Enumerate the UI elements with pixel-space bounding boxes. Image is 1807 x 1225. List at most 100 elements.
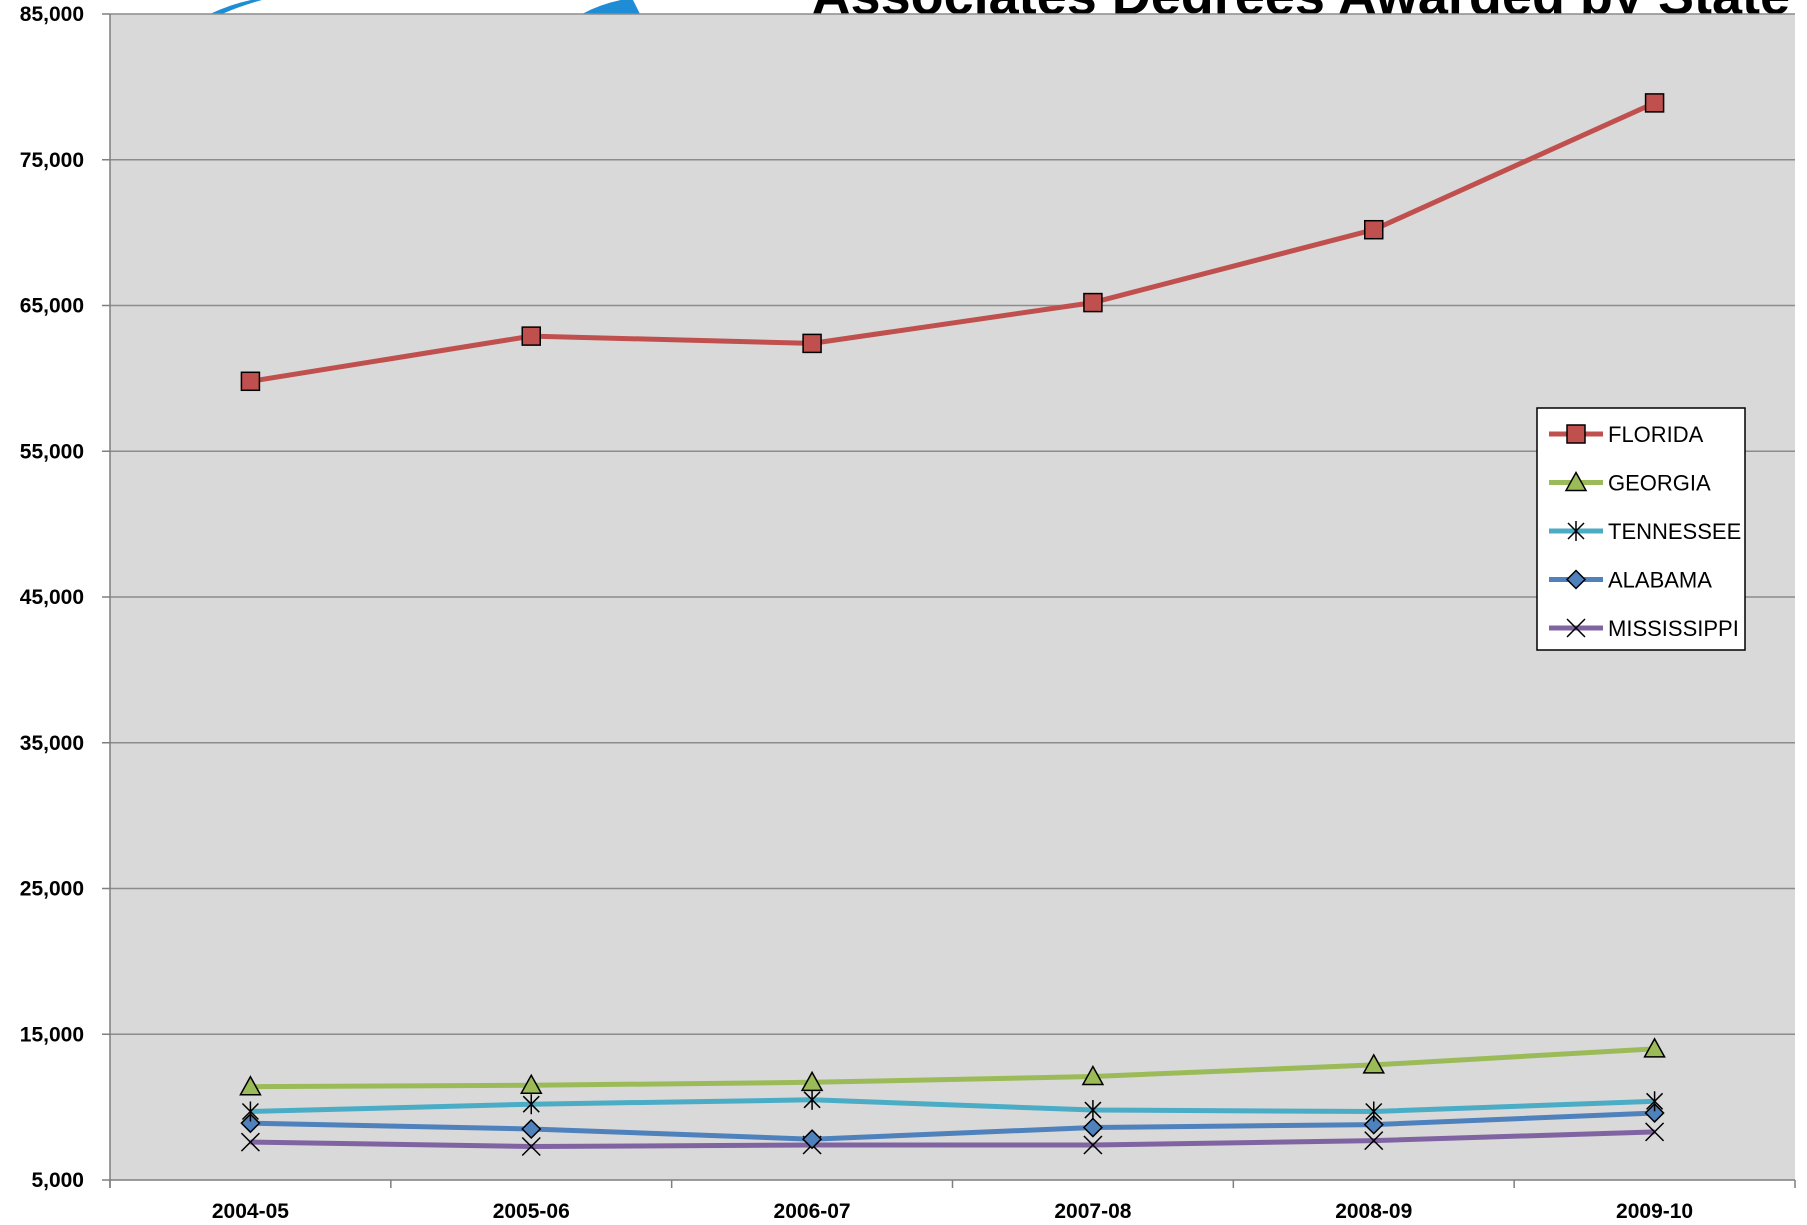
chart-title-group: Associates Degrees Awarded by State xyxy=(210,0,1790,26)
point-alabama-2007-08-shape xyxy=(1082,1117,1103,1138)
point-georgia-2008-09-shape xyxy=(1362,1053,1386,1074)
chart-title: Associates Degrees Awarded by State xyxy=(812,0,1790,26)
y-tick-label-15000: 15,000 xyxy=(20,1023,84,1046)
point-mississippi-2008-09 xyxy=(1364,1131,1384,1151)
point-mississippi-2005-06-stroke-b xyxy=(521,1136,541,1157)
point-georgia-2009-10-shape xyxy=(1643,1037,1666,1058)
y-tick-label-85000: 85,000 xyxy=(20,3,84,26)
point-mississippi-2007-08-stroke-b xyxy=(1083,1135,1103,1155)
legend-item-georgia: GEORGIA xyxy=(1549,471,1711,496)
legend-marker-mississippi xyxy=(1566,618,1586,638)
point-tennessee-2009-10 xyxy=(1646,1091,1664,1112)
point-georgia-2008-09 xyxy=(1362,1053,1386,1074)
y-tick-label-55000: 55,000 xyxy=(20,440,84,463)
y-tick-label-35000: 35,000 xyxy=(20,732,84,755)
series-markers xyxy=(239,93,1666,1157)
point-alabama-2005-06 xyxy=(521,1118,542,1140)
point-georgia-2005-06-shape xyxy=(519,1073,543,1095)
point-georgia-2006-07 xyxy=(800,1070,824,1092)
y-tick-label-65000: 65,000 xyxy=(20,295,84,318)
y-tick-label-75000: 75,000 xyxy=(20,149,84,172)
point-georgia-2005-06 xyxy=(519,1073,543,1095)
point-georgia-2006-07-shape xyxy=(800,1070,824,1092)
x-tick-label-2006-07: 2006-07 xyxy=(774,1200,851,1223)
point-florida-2007-08 xyxy=(1083,292,1103,313)
logo-swoosh-left xyxy=(210,0,262,14)
series-line-alabama xyxy=(250,1110,1655,1142)
point-florida-2005-06 xyxy=(521,326,541,346)
point-florida-2009-10-shape xyxy=(1644,93,1665,113)
point-mississippi-2008-09-stroke-b xyxy=(1364,1131,1384,1151)
point-tennessee-2006-07 xyxy=(803,1089,821,1110)
point-georgia-2004-05-shape xyxy=(239,1075,262,1096)
point-georgia-2009-10 xyxy=(1643,1037,1666,1058)
point-florida-2008-09-shape xyxy=(1364,219,1384,240)
logo-swoosh-right xyxy=(582,0,640,14)
axes xyxy=(102,13,1796,1188)
series-line-mississippi xyxy=(250,1129,1655,1149)
point-georgia-2007-08 xyxy=(1081,1064,1105,1086)
legend-label-florida: FLORIDA xyxy=(1608,422,1704,447)
point-alabama-2008-09-shape xyxy=(1363,1114,1384,1135)
point-tennessee-2004-05 xyxy=(241,1101,259,1122)
point-florida-2004-05-shape xyxy=(240,371,261,392)
legend-items: FLORIDA GEORGIA TENNESSEE ALABAMA MISSISSIPP… xyxy=(1549,422,1741,641)
point-florida-2009-10 xyxy=(1644,93,1665,113)
series-line-tennessee xyxy=(250,1097,1655,1114)
legend: FLORIDA GEORGIA TENNESSEE ALABAMA MISSISSIPP… xyxy=(1536,407,1746,651)
point-alabama-2009-10 xyxy=(1644,1102,1665,1124)
legend-label-mississippi: MISSISSIPPI xyxy=(1608,616,1739,641)
y-tick-label-25000: 25,000 xyxy=(20,878,84,901)
point-mississippi-2009-10 xyxy=(1645,1122,1665,1142)
point-mississippi-2005-06 xyxy=(521,1136,541,1157)
point-alabama-2004-05 xyxy=(240,1113,261,1134)
point-mississippi-2004-05-stroke-b xyxy=(240,1132,260,1152)
legend-item-mississippi: MISSISSIPPI xyxy=(1549,616,1739,641)
legend-item-tennessee: TENNESSEE xyxy=(1549,519,1741,544)
point-tennessee-2005-06 xyxy=(522,1094,540,1115)
legend-marker-florida-shape xyxy=(1566,424,1586,444)
point-mississippi-2004-05 xyxy=(240,1132,260,1152)
legend-marker-mississippi-stroke-b xyxy=(1566,618,1586,638)
legend-marker-alabama xyxy=(1565,569,1587,590)
point-alabama-2006-07 xyxy=(802,1129,823,1150)
legend-marker-tennessee xyxy=(1567,521,1585,541)
legend-item-florida: FLORIDA xyxy=(1549,422,1704,447)
point-florida-2005-06-shape xyxy=(521,326,541,346)
point-florida-2006-07 xyxy=(802,333,822,354)
point-florida-2004-05 xyxy=(240,371,261,392)
point-mississippi-2007-08 xyxy=(1083,1135,1103,1155)
point-alabama-2006-07-shape xyxy=(802,1129,823,1150)
point-alabama-2004-05-shape xyxy=(240,1113,261,1134)
legend-label-tennessee: TENNESSEE xyxy=(1608,519,1741,544)
x-axis-tick-labels: 2004-05 2005-06 2006-07 2007-08 2008-09 2009-… xyxy=(212,1200,1693,1223)
point-tennessee-2008-09 xyxy=(1365,1101,1383,1122)
legend-label-alabama: ALABAMA xyxy=(1608,568,1712,593)
y-tick-label-45000: 45,000 xyxy=(20,586,84,609)
point-alabama-2009-10-shape xyxy=(1644,1102,1665,1124)
point-alabama-2008-09 xyxy=(1363,1114,1384,1135)
series-line-georgia xyxy=(250,1046,1655,1090)
y-axis-tick-labels: 5,000 15,000 25,000 35,000 45,000 55,000 65,00… xyxy=(20,3,84,1192)
legend-marker-florida xyxy=(1566,424,1586,444)
y-tick-label-5000: 5,000 xyxy=(31,1169,84,1192)
gridlines xyxy=(110,13,1795,1035)
legend-item-alabama: ALABAMA xyxy=(1549,568,1712,593)
x-tick-label-2005-06: 2005-06 xyxy=(493,1200,570,1223)
legend-marker-georgia xyxy=(1564,470,1588,492)
legend-marker-alabama-shape xyxy=(1565,569,1587,590)
x-tick-label-2009-10: 2009-10 xyxy=(1616,1200,1693,1223)
point-florida-2006-07-shape xyxy=(802,333,822,354)
point-tennessee-2007-08 xyxy=(1084,1100,1102,1121)
point-florida-2007-08-shape xyxy=(1083,292,1103,313)
point-alabama-2005-06-shape xyxy=(521,1118,542,1140)
point-florida-2008-09 xyxy=(1364,219,1384,240)
point-georgia-2007-08-shape xyxy=(1081,1064,1105,1086)
legend-marker-georgia-shape xyxy=(1564,470,1588,492)
x-tick-label-2007-08: 2007-08 xyxy=(1054,1200,1131,1223)
point-alabama-2007-08 xyxy=(1082,1117,1103,1138)
x-tick-label-2008-09: 2008-09 xyxy=(1335,1200,1412,1223)
point-mississippi-2009-10-stroke-b xyxy=(1645,1122,1665,1142)
series-line-florida xyxy=(250,100,1656,384)
